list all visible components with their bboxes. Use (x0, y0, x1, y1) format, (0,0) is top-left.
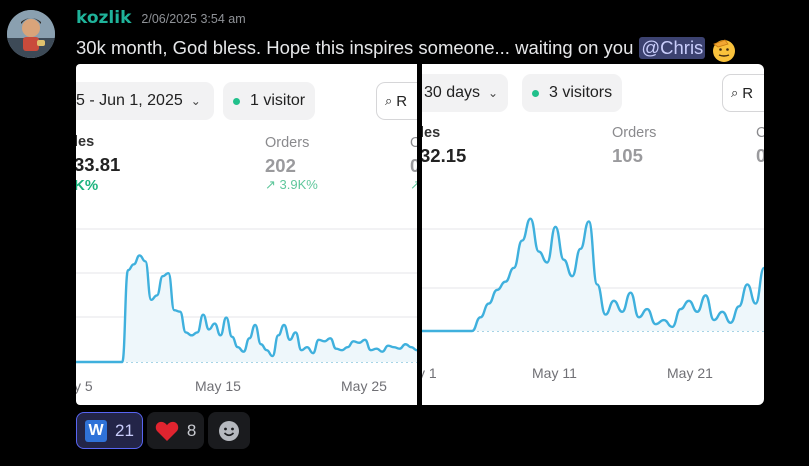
x-axis-label: May 25 (341, 378, 387, 394)
date-range-label: 5 - Jun 1, 2025 (76, 92, 183, 109)
report-label: R (742, 84, 754, 102)
extra-change: ↗ (410, 177, 417, 192)
sales-change: K% (76, 177, 99, 194)
orders-label: Orders (612, 125, 657, 141)
message-header: kozlik 2/06/2025 3:54 am (76, 8, 246, 30)
report-icon: ⌕ (385, 93, 393, 108)
x-axis-label: May 15 (195, 378, 241, 394)
add-reaction-button[interactable] (208, 412, 251, 449)
report-button: ⌕ R (376, 82, 417, 120)
visitors-label: 1 visitor (250, 92, 306, 109)
visitors-pill: 1 visitor (223, 82, 316, 120)
sales-label: les (76, 134, 95, 150)
live-dot-icon (233, 97, 240, 105)
report-label: R (396, 92, 408, 110)
extra-label: C (756, 125, 764, 141)
heart-icon (155, 420, 179, 442)
series-line (76, 254, 417, 364)
visitors-label: 3 visitors (549, 84, 613, 101)
date-range-pill: 5 - Jun 1, 2025 ⌄ (76, 82, 214, 120)
sales-line-chart-left (76, 228, 417, 364)
message-content: 30k month, God bless. Hope this inspires… (76, 34, 737, 62)
attachment-image-left[interactable]: 5 - Jun 1, 2025 ⌄ 1 visitor ⌕ R les 33.8… (76, 64, 417, 405)
w-letter-icon: W (85, 419, 107, 442)
reaction-heart[interactable]: 8 (146, 412, 205, 449)
x-axis-label: May 11 (532, 365, 577, 381)
date-range-pill: 30 days ⌄ (422, 74, 509, 112)
series-area (422, 218, 764, 331)
series-line (422, 217, 764, 333)
date-range-label: 30 days (424, 84, 481, 101)
orders-change: ↗ 3.9K% (265, 177, 318, 192)
x-axis-label: y 5 (76, 378, 93, 394)
report-icon: ⌕ (731, 85, 739, 100)
visitors-pill: 3 visitors (522, 74, 623, 112)
attachment-image-right[interactable]: 30 days ⌄ 3 visitors ⌕ R les 32.15 Order… (422, 64, 764, 405)
reaction-count: 21 (115, 420, 134, 440)
sales-value: 33.81 (76, 154, 121, 175)
username[interactable]: kozlik (76, 8, 132, 28)
user-mention[interactable]: @Chris (639, 37, 706, 59)
orders-value: 105 (612, 145, 643, 166)
x-axis-label: May 21 (667, 365, 713, 381)
orders-value: 202 (265, 155, 296, 176)
chevron-down-icon: ⌄ (190, 94, 201, 108)
sales-line-chart-right (422, 217, 764, 333)
message-text: 30k month, God bless. Hope this inspires… (76, 37, 634, 58)
reaction-w[interactable]: W 21 (76, 412, 143, 449)
chevron-down-icon: ⌄ (488, 86, 499, 100)
timestamp: 2/06/2025 3:54 am (141, 12, 246, 26)
reactions-bar: W 21 8 (76, 412, 251, 450)
reaction-count: 8 (186, 420, 197, 440)
extra-label: O (410, 135, 417, 151)
live-dot-icon (532, 89, 539, 97)
user-avatar[interactable] (7, 10, 55, 58)
sales-label: les (422, 125, 441, 141)
smiley-icon (219, 420, 240, 441)
saluting-face-icon (711, 37, 737, 63)
orders-label: Orders (265, 135, 310, 151)
extra-value: 0 (756, 145, 764, 166)
extra-value: 0 (410, 155, 417, 176)
report-button: ⌕ R (722, 74, 764, 112)
x-axis-label: y 1 (422, 365, 437, 381)
sales-value: 32.15 (422, 145, 467, 166)
